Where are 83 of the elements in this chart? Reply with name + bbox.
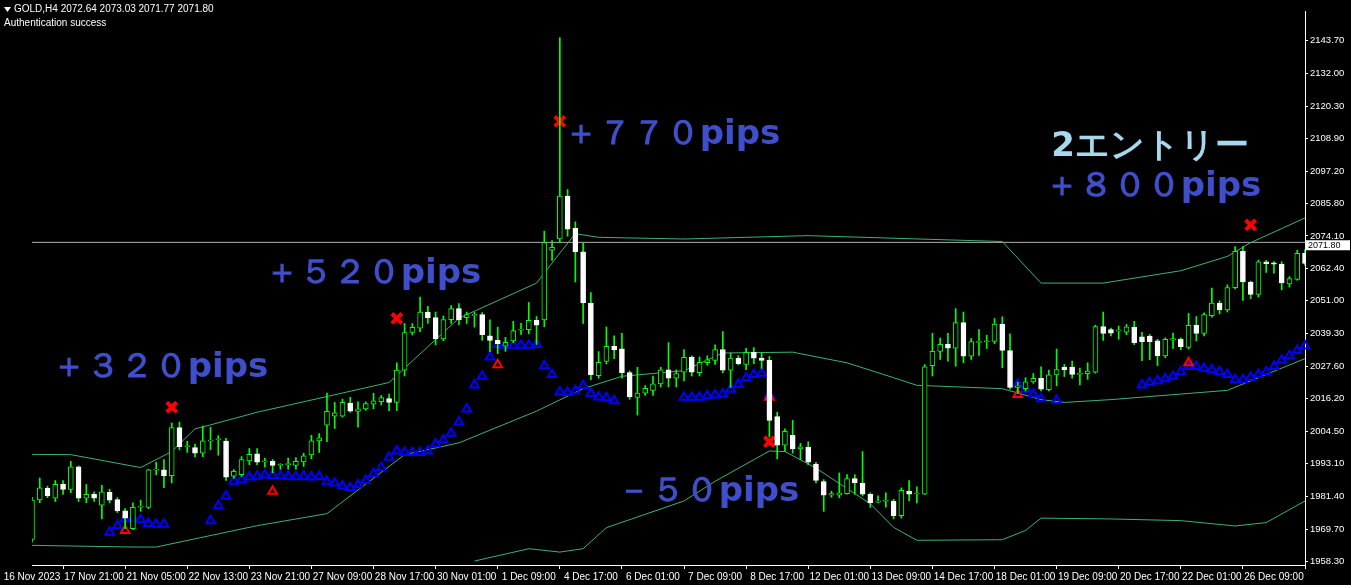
x-tick-label: 8 Dec 17:00 — [750, 570, 805, 582]
candlestick — [1170, 332, 1176, 349]
x-tick-label: 1 Dec 09:00 — [501, 570, 557, 582]
candlestick — [851, 474, 858, 495]
candlestick — [518, 322, 524, 335]
candlestick — [914, 486, 920, 504]
candlestick — [945, 333, 951, 362]
y-tick-label: 2074.10 — [1310, 229, 1345, 241]
x-tick-label: 16 Nov 2023 — [3, 570, 61, 582]
candlestick — [549, 240, 555, 261]
x-tick-label: 4 Dec 17:00 — [563, 570, 619, 582]
annotation: ＋５２０pips — [264, 250, 482, 291]
candlestick — [494, 326, 501, 354]
y-tick-label: 2097.20 — [1310, 164, 1345, 176]
candlestick — [262, 457, 268, 468]
candlestick — [1139, 331, 1145, 361]
y-tick-label: 2004.50 — [1310, 424, 1345, 436]
x-tick-label: 13 Dec 09:00 — [871, 570, 932, 582]
point — [164, 400, 179, 415]
y-tick-label: 1958.30 — [1310, 554, 1345, 566]
candlestick — [611, 335, 617, 359]
text: Authentication success — [4, 16, 107, 28]
x-tick-label: 18 Dec 01:00 — [995, 570, 1056, 582]
point — [762, 434, 777, 449]
candlestick — [161, 459, 167, 489]
candlestick — [983, 334, 990, 349]
point — [1243, 218, 1258, 232]
x-tick-label: 7 Dec 09:00 — [688, 570, 743, 582]
point — [267, 485, 278, 495]
candlestick — [355, 401, 361, 428]
candlestick — [557, 37, 563, 243]
x-tick-label: 19 Dec 09:00 — [1057, 570, 1118, 582]
annotation: ＋３２０pips — [51, 344, 269, 385]
y-tick-label: 2132.00 — [1310, 66, 1345, 78]
candlestick — [487, 319, 493, 352]
x-tick-label: 21 Nov 05:00 — [126, 570, 187, 582]
candlestick — [1271, 261, 1277, 274]
x-tick-label: 30 Nov 01:00 — [436, 570, 497, 582]
x-tick-label: 20 Dec 17:00 — [1120, 570, 1180, 582]
x-tick-label: 28 Nov 17:00 — [374, 570, 435, 582]
y-tick-label: 1969.70 — [1310, 522, 1345, 534]
candlestick — [883, 492, 889, 508]
candlestick — [184, 440, 191, 453]
candlestick — [316, 433, 323, 453]
candlestick — [1115, 325, 1122, 340]
x-tick-label: 22 Nov 13:00 — [188, 570, 249, 582]
annotation: ＋８００pips — [1044, 163, 1262, 204]
y-tick-label: 2120.30 — [1310, 99, 1345, 111]
x-tick-label: 27 Nov 09:00 — [312, 570, 373, 582]
y-tick-label: 2039.30 — [1310, 327, 1345, 339]
annotation: 2エントリー — [1051, 123, 1249, 164]
x-tick-label: 26 Dec 09:00 — [1244, 570, 1305, 582]
point — [492, 358, 504, 369]
point — [1012, 388, 1024, 399]
annotation: ＋７７０pips — [563, 111, 781, 152]
ref-line-label: 2071.80 — [1308, 239, 1341, 250]
x-tick-label: 6 Dec 01:00 — [626, 570, 681, 582]
chart-title: GOLD,H4 2072.64 2073.03 2071.77 2071.80 — [14, 2, 215, 14]
x-tick-label: 12 Dec 01:00 — [809, 570, 870, 582]
y-tick-label: 2027.60 — [1310, 360, 1345, 372]
y-tick-label: 2062.40 — [1310, 262, 1345, 274]
candlestick — [285, 457, 291, 470]
candlestick — [153, 461, 160, 476]
y-tick-label: 1981.40 — [1310, 489, 1345, 501]
x-tick-label: 23 Nov 21:00 — [250, 570, 311, 582]
x-tick-label: 14 Dec 17:00 — [933, 570, 994, 582]
point — [119, 524, 131, 534]
y-tick-label: 1993.10 — [1310, 456, 1345, 468]
y-tick-label: 2051.00 — [1310, 294, 1345, 306]
y-tick-label: 2108.90 — [1310, 131, 1345, 143]
y-tick-label: 2143.70 — [1310, 34, 1345, 46]
candlestick — [875, 495, 881, 504]
candlestick — [1146, 334, 1153, 361]
candlestick — [1263, 260, 1270, 273]
x-tick-label: 17 Nov 21:00 — [64, 570, 125, 582]
candlestick — [137, 499, 144, 512]
y-tick-label: 2016.20 — [1310, 392, 1345, 404]
x-tick-label: 22 Dec 01:00 — [1182, 570, 1243, 582]
candlestick — [331, 402, 338, 429]
y-tick-label: 2085.80 — [1310, 196, 1345, 208]
candlestick — [215, 435, 222, 456]
point — [389, 311, 404, 326]
candlestick — [906, 480, 912, 502]
